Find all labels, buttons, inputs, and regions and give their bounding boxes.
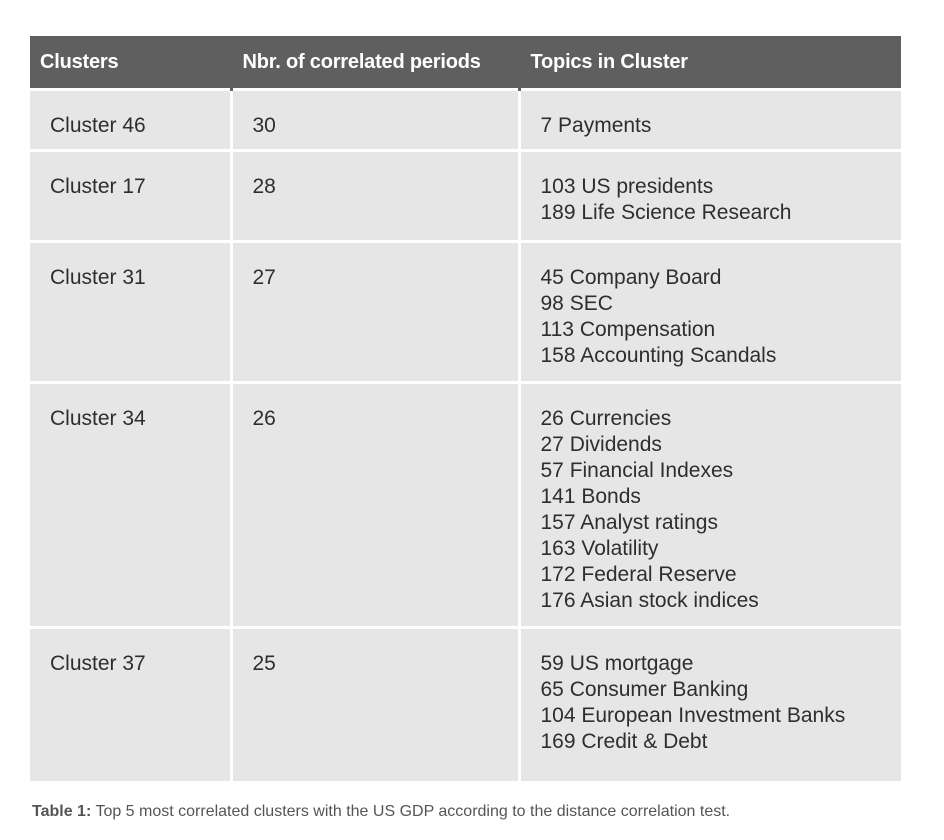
topic-item: 59 US mortgage	[540, 652, 694, 675]
caption-label: Table 1:	[32, 803, 92, 820]
clusters-table-container: Clusters Nbr. of correlated periods Topi…	[30, 36, 901, 781]
topic-item: 104 European Investment Banks	[540, 704, 846, 727]
header-topics: Topics in Cluster	[519, 36, 901, 90]
cluster-cell: Cluster 37	[30, 626, 233, 781]
periods-cell: 28	[231, 149, 521, 242]
topic-item: 65 Consumer Banking	[540, 678, 749, 701]
topic-item: 57 Financial Indexes	[540, 459, 734, 482]
table-row: Cluster 37 25 59 US mortgage 65 Consumer…	[30, 626, 901, 781]
periods-cell: 27	[231, 240, 521, 383]
topic-item: 98 SEC	[540, 292, 613, 315]
table-row: Cluster 31 27 45 Company Board 98 SEC 11…	[30, 240, 901, 383]
periods-cell: 26	[231, 381, 521, 628]
topic-item: 172 Federal Reserve	[540, 563, 737, 586]
topic-item: 169 Credit & Debt	[540, 730, 708, 753]
cluster-cell: Cluster 34	[30, 381, 233, 628]
header-correlated-periods: Nbr. of correlated periods	[231, 36, 521, 90]
table-body: Cluster 46 30 7 Payments Cluster 17 28 1…	[30, 88, 901, 781]
table-header: Clusters Nbr. of correlated periods Topi…	[30, 36, 901, 90]
caption-text: Top 5 most correlated clusters with the …	[91, 803, 731, 820]
topic-item: 157 Analyst ratings	[540, 511, 718, 534]
table-caption: Table 1: Top 5 most correlated clusters …	[32, 803, 730, 821]
topics-cell: 7 Payments	[519, 88, 901, 151]
cluster-cell: Cluster 31	[30, 240, 233, 383]
topic-item: 113 Compensation	[540, 318, 716, 341]
table-row: Cluster 34 26 26 Currencies 27 Dividends…	[30, 381, 901, 628]
topic-item: 189 Life Science Research	[540, 201, 792, 224]
topic-item: 45 Company Board	[540, 266, 722, 289]
topic-item: 176 Asian stock indices	[540, 589, 759, 612]
header-clusters: Clusters	[30, 36, 233, 90]
clusters-table: Clusters Nbr. of correlated periods Topi…	[30, 36, 901, 781]
topics-cell: 103 US presidents 189 Life Science Resea…	[519, 149, 901, 242]
topics-cell: 26 Currencies 27 Dividends 57 Financial …	[519, 381, 901, 628]
topics-cell: 59 US mortgage 65 Consumer Banking 104 E…	[519, 626, 901, 781]
topic-item: 163 Volatility	[540, 537, 659, 560]
topic-item: 103 US presidents	[540, 175, 714, 198]
topic-item: 27 Dividends	[540, 433, 662, 456]
cluster-cell: Cluster 46	[30, 88, 233, 151]
periods-cell: 25	[231, 626, 521, 781]
topic-item: 158 Accounting Scandals	[540, 344, 777, 367]
topics-cell: 45 Company Board 98 SEC 113 Compensation…	[519, 240, 901, 383]
topic-item: 141 Bonds	[540, 485, 641, 508]
topic-item: 26 Currencies	[540, 407, 672, 430]
table-row: Cluster 46 30 7 Payments	[30, 88, 901, 151]
table-row: Cluster 17 28 103 US presidents 189 Life…	[30, 149, 901, 242]
header-row: Clusters Nbr. of correlated periods Topi…	[30, 36, 901, 90]
topic-item: 7 Payments	[540, 114, 652, 137]
periods-cell: 30	[231, 88, 521, 151]
cluster-cell: Cluster 17	[30, 149, 233, 242]
